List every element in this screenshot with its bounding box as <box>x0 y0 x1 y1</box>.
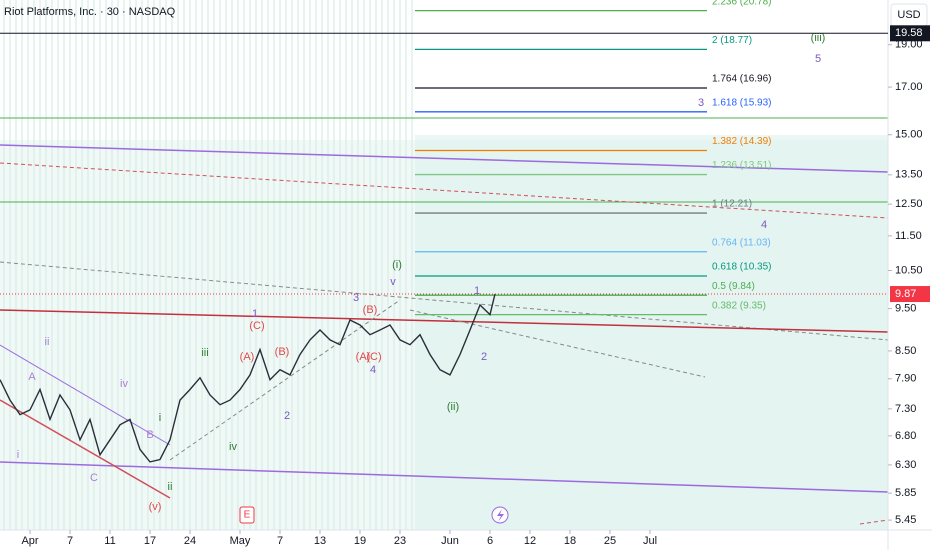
x-tick-label: Jun <box>441 535 459 547</box>
x-tick-label: May <box>230 535 251 547</box>
wave-label: (i) <box>392 259 402 271</box>
wave-label: (iii) <box>811 32 826 44</box>
wave-label: v <box>390 276 396 288</box>
fib-label: 1.382 (14.39) <box>712 136 772 147</box>
x-tick-label: 23 <box>394 535 406 547</box>
wave-label: ii <box>45 336 50 348</box>
earnings-badge-label[interactable]: E <box>244 510 251 521</box>
trend-line <box>0 261 889 341</box>
x-tick-label: 25 <box>604 535 616 547</box>
wave-labels: (i) (ii) (iii) i ii iii iv v 1 2 3 4 5 3… <box>17 32 826 513</box>
price-label: 9.87 <box>895 288 916 300</box>
y-tick-label: 6.80 <box>895 430 916 442</box>
price-label: 19.58 <box>895 27 923 39</box>
y-tick-label: 10.50 <box>895 264 923 276</box>
wave-label: iii <box>201 347 208 359</box>
y-tick-label: 11.50 <box>895 230 922 242</box>
event-icon[interactable] <box>497 509 504 522</box>
wave-label: 2 <box>284 410 290 422</box>
wave-label: (A) <box>356 351 371 363</box>
y-tick-label: 5.85 <box>895 487 916 499</box>
chart-title: Riot Platforms, Inc. · 30 · NASDAQ <box>4 6 176 18</box>
wave-label: (B) <box>363 304 378 316</box>
wave-label: 3 <box>698 97 704 109</box>
wave-label: iv <box>120 378 128 390</box>
wave-label: 3 <box>353 292 359 304</box>
x-tick-label: 13 <box>314 535 326 547</box>
y-tick-label: 7.30 <box>895 403 916 415</box>
wave-label: 5 <box>815 53 821 65</box>
fib-label: 0.382 (9.35) <box>712 300 766 311</box>
fib-label: 0.5 (9.84) <box>712 281 755 292</box>
fib-label: 1.764 (16.96) <box>712 74 772 85</box>
trend-line <box>409 309 706 378</box>
y-tick-label: 6.30 <box>895 459 916 471</box>
price-label-box <box>890 286 930 303</box>
wave-label: (A) <box>240 351 255 363</box>
x-tick-label: Jul <box>643 535 657 547</box>
wave-label: (B) <box>275 346 290 358</box>
y-tick-label: 12.50 <box>895 198 923 210</box>
trend-line <box>0 399 171 499</box>
trend-line <box>0 344 171 446</box>
y-tick-label: 15.00 <box>895 129 923 141</box>
x-tick-label: 7 <box>67 535 73 547</box>
x-tick-label: 19 <box>354 535 366 547</box>
wave-label: iv <box>229 441 237 453</box>
x-tick-label: 24 <box>184 535 196 547</box>
earnings-badge[interactable] <box>239 506 255 524</box>
y-tick-label: 13.50 <box>895 169 923 181</box>
wave-label: (v) <box>149 501 162 513</box>
y-tick-label: 19.00 <box>895 39 923 51</box>
x-tick-label: 6 <box>487 535 493 547</box>
x-tick-label: 11 <box>104 535 115 547</box>
wave-label: (C) <box>249 320 264 332</box>
x-tick-label: 7 <box>277 535 283 547</box>
wave-label: (C) <box>366 351 381 363</box>
y-tick-label: 8.50 <box>895 345 916 357</box>
wave-label: A <box>28 371 36 383</box>
wave-label: ii <box>168 481 173 493</box>
x-tick-label: 18 <box>564 535 576 547</box>
x-tick-label: Apr <box>21 535 38 547</box>
fib-label: 0.764 (11.03) <box>712 237 771 248</box>
trend-line <box>859 519 889 525</box>
zone <box>415 135 888 530</box>
wave-label: C <box>90 472 98 484</box>
wave-label: i <box>17 449 19 461</box>
y-tick-label: 5.45 <box>895 514 916 526</box>
trend-line <box>0 461 889 493</box>
fib-label: 2 (18.77) <box>712 35 752 46</box>
wave-label: 1 <box>474 285 480 297</box>
y-tick-label: 17.00 <box>895 81 923 93</box>
wave-label: B <box>146 429 153 441</box>
wave-label: 4 <box>761 219 767 231</box>
fib-label: 0.618 (10.35) <box>712 262 772 273</box>
x-tick-label: 12 <box>524 535 536 547</box>
wave-label: i <box>159 412 161 424</box>
wave-label: 2 <box>481 351 487 363</box>
x-tick-label: 17 <box>144 535 156 547</box>
price-label-box <box>890 25 930 42</box>
wave-label: (ii) <box>447 401 459 413</box>
fib-label: 1.236 (13.51) <box>712 160 772 171</box>
y-tick-label: 7.90 <box>895 373 916 385</box>
trend-line <box>0 309 889 333</box>
fib-label: 2.236 (20.78) <box>712 0 772 7</box>
trend-line <box>0 162 889 219</box>
wave-label: 1 <box>252 308 258 320</box>
price-line <box>0 293 496 463</box>
y-tick-label: 9.50 <box>895 302 916 314</box>
wave-label: 4 <box>370 364 376 376</box>
fib-label: 1 (12.21) <box>712 199 752 210</box>
fib-label: 1.618 (15.93) <box>712 97 772 108</box>
trend-line <box>0 144 889 173</box>
currency[interactable]: USD <box>897 9 920 21</box>
